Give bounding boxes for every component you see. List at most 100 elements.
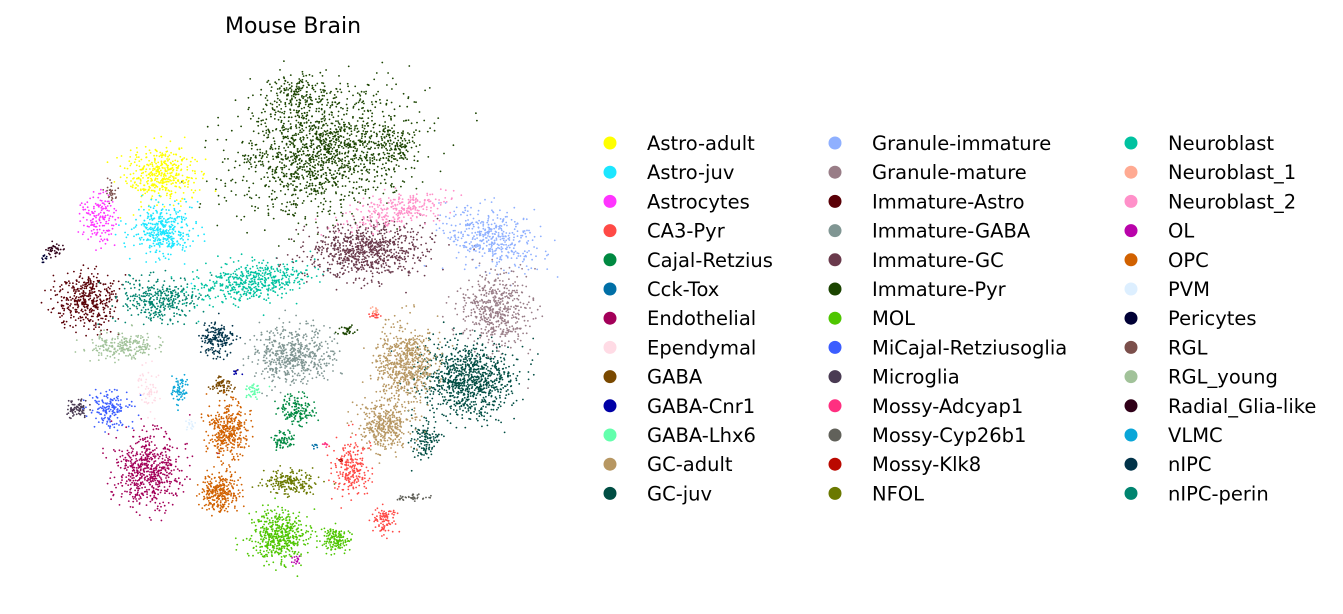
scatter-point xyxy=(358,117,361,119)
scatter-point xyxy=(134,353,137,356)
scatter-point xyxy=(312,88,315,91)
scatter-point xyxy=(410,146,413,149)
scatter-point xyxy=(52,286,55,288)
scatter-point xyxy=(129,173,132,176)
scatter-point xyxy=(254,170,257,173)
scatter-point xyxy=(328,151,331,153)
scatter-point xyxy=(388,133,390,136)
scatter-point xyxy=(369,159,371,161)
scatter-point xyxy=(312,161,315,163)
scatter-point xyxy=(311,75,314,77)
scatter-point xyxy=(111,412,114,415)
scatter-point xyxy=(98,289,100,292)
scatter-point xyxy=(355,135,358,137)
scatter-point xyxy=(366,151,369,154)
scatter-point xyxy=(154,186,156,189)
scatter-point xyxy=(305,223,308,226)
scatter-point xyxy=(137,176,140,179)
scatter-point xyxy=(98,347,101,350)
scatter-point xyxy=(157,290,160,293)
scatter-point xyxy=(220,266,223,269)
scatter-point xyxy=(196,269,199,272)
scatter-point xyxy=(306,181,309,184)
scatter-point xyxy=(238,267,240,270)
scatter-point xyxy=(114,413,117,416)
scatter-point xyxy=(169,288,171,291)
scatter-point xyxy=(209,271,212,274)
scatter-point xyxy=(267,167,270,170)
scatter-point xyxy=(140,295,143,297)
scatter-point xyxy=(363,102,365,105)
scatter-point xyxy=(351,158,354,161)
scatter-point xyxy=(279,116,282,118)
scatter-point xyxy=(263,134,265,137)
scatter-point xyxy=(347,177,350,180)
scatter-point xyxy=(172,153,175,156)
scatter-point xyxy=(321,103,323,106)
scatter-point xyxy=(161,454,164,457)
scatter-point xyxy=(130,314,133,316)
scatter-point xyxy=(185,246,188,248)
scatter-point xyxy=(145,252,148,255)
scatter-point xyxy=(187,235,190,238)
scatter-point xyxy=(152,271,155,274)
scatter-point xyxy=(100,247,102,250)
scatter-point xyxy=(95,344,97,347)
scatter-point xyxy=(74,308,77,311)
scatter-point xyxy=(118,348,121,350)
scatter-point xyxy=(233,276,236,279)
scatter-point xyxy=(181,247,184,249)
scatter-point xyxy=(133,348,136,351)
scatter-point xyxy=(348,191,351,193)
scatter-point xyxy=(297,281,299,284)
scatter-point xyxy=(141,451,144,453)
scatter-point xyxy=(132,341,135,344)
scatter-point xyxy=(267,160,270,163)
scatter-point xyxy=(278,161,281,163)
scatter-point xyxy=(338,160,340,163)
scatter-point xyxy=(303,106,306,109)
scatter-point xyxy=(172,228,175,231)
scatter-point xyxy=(356,127,359,130)
scatter-point xyxy=(163,314,166,316)
scatter-point xyxy=(109,312,111,315)
scatter-point xyxy=(239,293,242,296)
scatter-point xyxy=(140,175,143,177)
scatter-point xyxy=(155,281,158,283)
scatter-point xyxy=(406,142,409,145)
scatter-point xyxy=(274,111,277,114)
scatter-point xyxy=(337,122,340,124)
scatter-point xyxy=(364,188,367,191)
scatter-point xyxy=(211,342,214,345)
scatter-point xyxy=(78,296,80,299)
scatter-point xyxy=(139,238,142,241)
scatter-point xyxy=(116,156,118,159)
scatter-point xyxy=(92,305,95,308)
scatter-point xyxy=(361,135,363,138)
scatter-point xyxy=(224,262,227,265)
scatter-point xyxy=(333,152,335,155)
scatter-point xyxy=(321,186,323,188)
scatter-point xyxy=(83,348,85,351)
scatter-point xyxy=(205,336,208,338)
scatter-point xyxy=(115,223,117,226)
scatter-point xyxy=(61,307,64,310)
scatter-point xyxy=(127,297,130,300)
scatter-point xyxy=(259,148,261,151)
scatter-point xyxy=(285,165,288,168)
scatter-point xyxy=(182,244,184,247)
scatter-point xyxy=(230,296,233,298)
scatter-point xyxy=(173,207,176,210)
scatter-point xyxy=(206,329,209,332)
scatter-point xyxy=(303,137,305,139)
scatter-point xyxy=(333,156,336,159)
scatter-point xyxy=(185,392,188,394)
scatter-point xyxy=(375,93,378,96)
scatter-point xyxy=(160,489,163,492)
scatter-point xyxy=(103,414,106,416)
scatter-point xyxy=(241,279,244,282)
scatter-point xyxy=(386,99,388,102)
scatter-point xyxy=(278,78,280,81)
scatter-point xyxy=(270,267,273,270)
scatter-point xyxy=(95,214,98,217)
